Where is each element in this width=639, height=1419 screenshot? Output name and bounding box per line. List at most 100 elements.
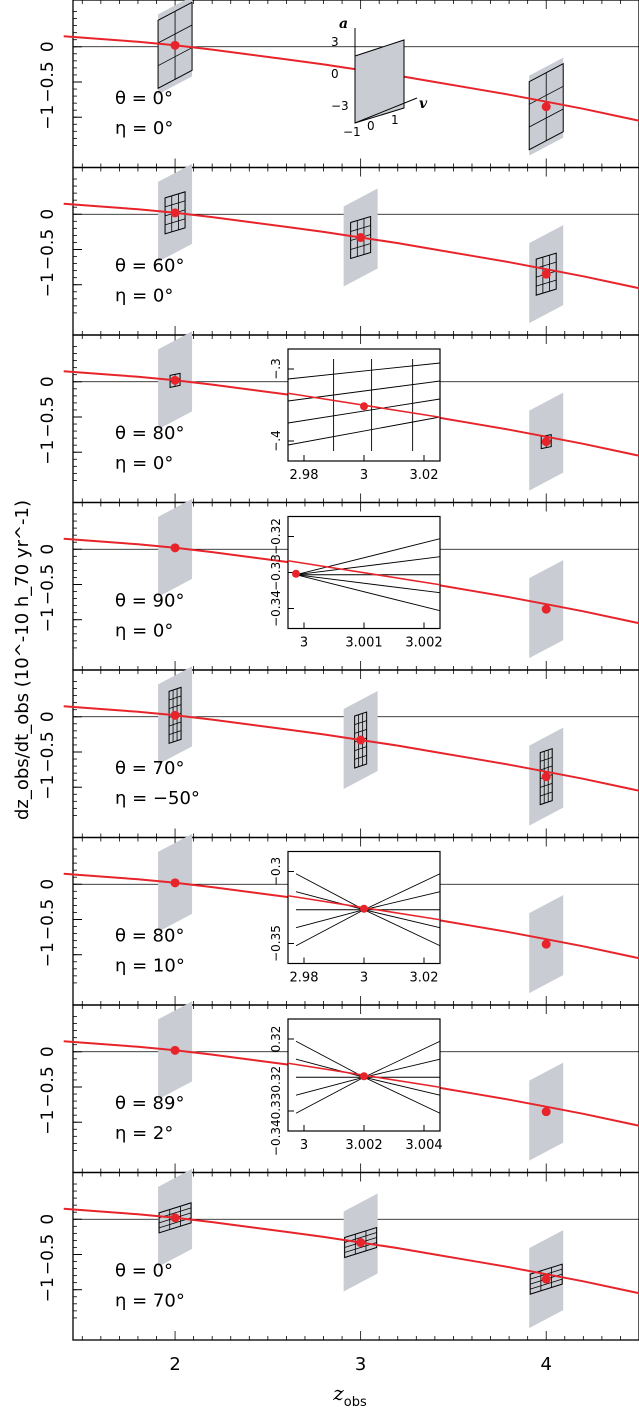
- theta-label: θ = 90°: [115, 590, 184, 611]
- data-point: [541, 269, 551, 279]
- inset-x-tick-label: 3.002: [405, 636, 442, 651]
- y-tick-label: −1: [38, 942, 58, 967]
- panel-4: 0−0.5−1θ = 90°η = 0°3 3.001 3.002−0.32−0.3…: [38, 498, 639, 671]
- inset-point: [360, 904, 368, 913]
- inset-x-tick-label: 3.02: [410, 468, 439, 483]
- inset-fan-line: [363, 1076, 441, 1114]
- grid-line: [529, 108, 564, 128]
- inset-model-curve: [287, 559, 441, 586]
- axes-inset-patch: [354, 39, 405, 124]
- inset-fan-line: [295, 1040, 365, 1078]
- inset-y-tick-label: −0.34: [269, 590, 283, 627]
- v-tick-label: −1: [343, 125, 361, 139]
- grid-line: [354, 728, 367, 734]
- data-point: [170, 1213, 180, 1223]
- panel-3: 0 −0.5 −1 θ = 80° η = 0° 2.98 3 3.02 −.3 −.4: [38, 331, 639, 504]
- x-tick-label: 3: [355, 1354, 366, 1375]
- theta-label: θ = 80°: [115, 423, 184, 444]
- model-curve: [63, 35, 639, 122]
- inset-fan-line: [363, 1076, 441, 1096]
- grid-line: [168, 695, 182, 701]
- model-curve: [63, 202, 639, 290]
- inset-fan-line: [363, 909, 441, 929]
- inset-y-tick-label: −.3: [269, 358, 283, 380]
- inset-fan-line: [295, 574, 441, 594]
- inset-x-tick-label: 3.004: [405, 1138, 442, 1153]
- y-tick-label: 0: [38, 1214, 58, 1225]
- inset-fan-line: [363, 873, 441, 911]
- inset-fan-line: [363, 909, 441, 947]
- a-tick-label: 3: [331, 35, 339, 49]
- a-axis-label: a: [339, 16, 348, 32]
- grid-line: [529, 85, 564, 105]
- panel-7: 0 −0.5 −1 θ = 89° η = 2° 3 3.002 3.004 0.32 −0.34…: [38, 1001, 639, 1174]
- y-tick-label: −1: [38, 272, 58, 297]
- data-point: [170, 208, 180, 218]
- data-point: [541, 437, 551, 447]
- data-point: [541, 1274, 551, 1284]
- eta-label: η = 70°: [115, 1291, 185, 1312]
- inset-y-tick-label: −0.35: [269, 925, 283, 962]
- inset-x-tick-label: 2.98: [290, 971, 319, 986]
- theta-label: θ = 60°: [115, 255, 184, 276]
- eta-label: η = 0°: [115, 118, 173, 139]
- y-tick-label: −1: [38, 1110, 58, 1135]
- inset-y-tick-label: −0.3: [269, 857, 283, 886]
- a-tick-label: 0: [331, 67, 339, 81]
- panel-2: 0 −0.5−1 θ = 60° η = 0°: [38, 163, 639, 336]
- model-curve: [63, 1207, 639, 1295]
- panel-6: 0 −0.5−1 θ = 80° η = 10° 2.98 3 3.02 −0.3 −0.35: [38, 833, 639, 1006]
- grid-line: [540, 791, 553, 797]
- inset-grid-line: [287, 398, 441, 424]
- inset-x-tick-label: 3: [360, 468, 368, 483]
- y-tick-label: −0.5: [38, 899, 58, 940]
- grid-line: [157, 24, 193, 44]
- grid-line: [530, 1278, 563, 1290]
- y-tick-label: −1: [38, 105, 58, 130]
- data-point: [541, 604, 551, 614]
- y-tick-label: −1: [38, 607, 58, 632]
- panel-1: 0 −0.5 −1 θ = 0° η = 0° a v 3 0 −3 −1 0 1: [38, 0, 639, 169]
- v-tick-label: 1: [391, 113, 399, 127]
- panel-frame: [72, 1171, 639, 1341]
- eta-label: η = 0°: [115, 621, 173, 642]
- y-tick-label: −0.5: [38, 564, 58, 605]
- grid-line: [168, 704, 182, 710]
- data-point: [541, 1107, 551, 1117]
- grid-line: [540, 782, 553, 788]
- eta-label: η = −50°: [115, 788, 200, 809]
- x-tick-label: 2: [169, 1354, 180, 1375]
- y-tick-label: 0: [38, 376, 58, 387]
- inset-x-tick-label: 3.001: [345, 636, 382, 651]
- grid-line: [168, 730, 182, 736]
- x-axis: 2 3 4: [169, 1354, 552, 1375]
- y-tick-label: −1: [38, 775, 58, 800]
- inset-fan-line: [295, 1076, 365, 1114]
- x-axis-label-main: z: [332, 1381, 344, 1405]
- grid-outline: [540, 434, 552, 450]
- v-tick-label: 0: [367, 119, 375, 133]
- data-point: [356, 233, 366, 243]
- inset-y-tick-label: −0.33: [269, 554, 283, 591]
- inset-x-tick-label: 3: [360, 971, 368, 986]
- y-axis-label: dz_obs/dt_obs (10^-10 h_70 yr^-1): [12, 500, 33, 820]
- y-tick-label: −1: [38, 440, 58, 465]
- inset-x-tick-label: 2.98: [290, 468, 319, 483]
- inset-x-tick-label: 3.02: [410, 971, 439, 986]
- x-axis-label-sub: obs: [344, 1395, 367, 1410]
- panel-8: 0 −0.5−1 θ = 0° η = 70°: [38, 1168, 639, 1341]
- v-axis-label: v: [419, 96, 428, 112]
- inset-fan-line: [295, 538, 441, 576]
- inset-y-tick-label: 0.32: [269, 1026, 283, 1053]
- model-curve: [63, 705, 639, 792]
- grid-line: [540, 765, 553, 771]
- y-tick-label: −1: [38, 1277, 58, 1302]
- inset-fan-line: [295, 556, 441, 576]
- grid-line: [164, 218, 186, 226]
- a-tick-label: −3: [331, 99, 349, 113]
- inset-point: [360, 402, 368, 411]
- inset-fan-line: [363, 1040, 441, 1078]
- data-point: [170, 710, 180, 720]
